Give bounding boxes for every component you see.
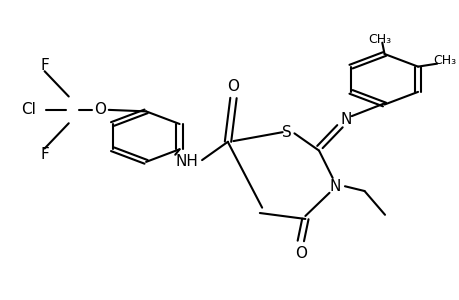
Text: CH₃: CH₃ [368, 33, 391, 46]
Text: N: N [340, 112, 351, 127]
Text: Cl: Cl [21, 102, 36, 117]
Text: NH: NH [175, 154, 198, 169]
Text: F: F [40, 147, 49, 162]
Text: CH₃: CH₃ [432, 54, 455, 67]
Text: O: O [95, 102, 106, 117]
Text: O: O [294, 246, 306, 261]
Text: F: F [40, 58, 49, 73]
Text: O: O [227, 79, 239, 94]
Text: N: N [329, 179, 340, 194]
Text: S: S [282, 125, 291, 140]
